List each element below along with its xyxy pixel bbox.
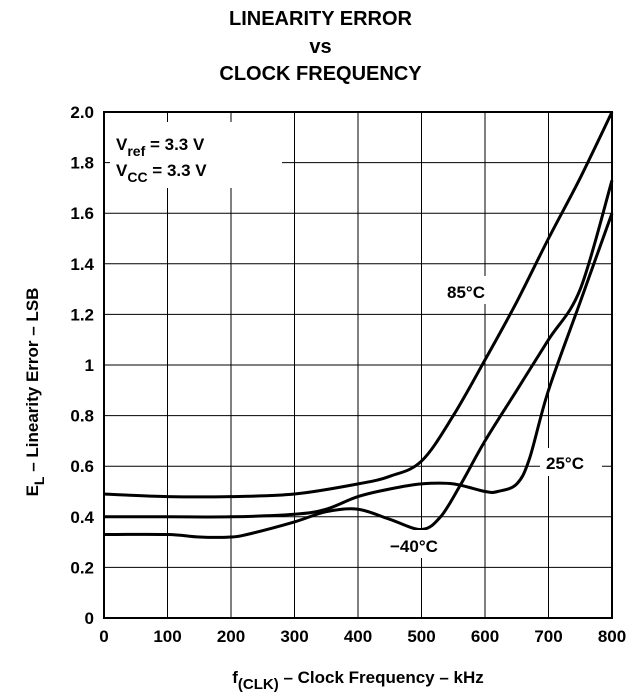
- label-85c-bg: [441, 276, 503, 304]
- y-tick-label: 1.4: [70, 255, 94, 274]
- y-tick-label: 0.6: [70, 457, 94, 476]
- series-label-25c: 25°C: [546, 454, 584, 473]
- x-tick-label: 800: [598, 627, 626, 646]
- label-25c-bg: [540, 448, 602, 476]
- chart-title-line-1: LINEARITY ERROR: [229, 8, 412, 30]
- series-line-minus40c: [103, 179, 614, 539]
- series-line-25c: [104, 212, 614, 519]
- series-label-85c: 85°C: [447, 283, 485, 302]
- y-tick-label: 2.0: [70, 103, 94, 122]
- y-tick-label: 0: [85, 609, 94, 628]
- series-label-minus40c: −40°C: [390, 537, 438, 556]
- x-tick-label: 600: [471, 627, 499, 646]
- y-axis-label: EL – Linearity Error – LSB: [23, 288, 47, 497]
- y-tick-label: 1: [85, 356, 94, 375]
- chart-title-line-3: CLOCK FREQUENCY: [219, 63, 422, 85]
- series-line-85c: [103, 111, 614, 499]
- condition-vcc: VCC = 3.3 V: [116, 161, 207, 185]
- plot-frame: [103, 111, 613, 619]
- x-axis-label: f(CLK) – Clock Frequency – kHz: [232, 668, 484, 693]
- condition-vref: Vref = 3.3 V: [116, 135, 205, 159]
- x-tick-label: 400: [344, 627, 372, 646]
- chart-title-line-2: vs: [309, 36, 332, 58]
- x-tick-label: 0: [99, 627, 108, 646]
- y-tick-label: 0.8: [70, 407, 94, 426]
- series-lines: [103, 111, 614, 539]
- y-tick-label: 1.2: [70, 305, 94, 324]
- x-tick-label: 700: [534, 627, 562, 646]
- label-minus40c-bg: [386, 530, 462, 558]
- x-tick-label: 100: [153, 627, 181, 646]
- y-tick-label: 1.8: [70, 154, 94, 173]
- y-tick-label: 1.6: [70, 204, 94, 223]
- x-tick-label: 500: [407, 627, 435, 646]
- y-tick-label: 0.4: [70, 508, 94, 527]
- tick-labels: 0 100 200 300 400 500 600 700 800 0 0.2 0.4 0.6 0.8 1 1…: [70, 103, 626, 646]
- conditions-box: [110, 122, 282, 188]
- x-tick-label: 300: [280, 627, 308, 646]
- y-tick-label: 0.2: [70, 558, 94, 577]
- x-tick-label: 200: [217, 627, 245, 646]
